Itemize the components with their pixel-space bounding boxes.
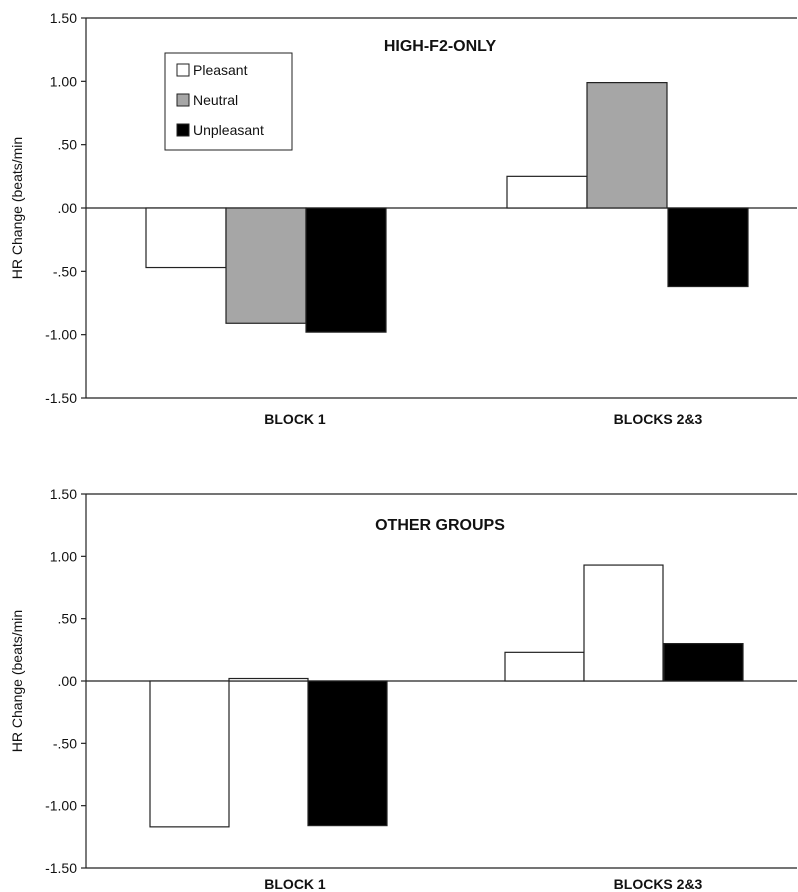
legend-swatch-unpleasant — [176, 123, 190, 137]
x-category-label: BLOCK 1 — [264, 411, 326, 427]
y-axis-label: HR Change (beats/min — [9, 610, 25, 752]
y-tick-label: -1.00 — [45, 327, 77, 343]
bar-neutral-1 — [228, 677, 309, 682]
bar-pleasant-2 — [506, 175, 588, 209]
bar-pleasant-2 — [504, 651, 585, 682]
legend-swatch-pleasant — [176, 63, 190, 77]
y-tick-label: .50 — [58, 137, 78, 153]
bar-neutral-2 — [583, 564, 664, 682]
x-category-label: BLOCKS 2&3 — [614, 411, 703, 427]
y-tick-label: .00 — [58, 200, 78, 216]
bar-pleasant-1 — [149, 680, 230, 828]
bar-unpleasant-1 — [307, 680, 388, 827]
y-tick-label: -1.50 — [45, 860, 77, 876]
legend: Pleasant Neutral Unpleasant — [164, 52, 293, 151]
x-category-label: BLOCK 1 — [264, 876, 326, 892]
chart-title: HIGH-F2-ONLY — [384, 38, 497, 55]
y-tick-label: 1.50 — [50, 10, 77, 26]
bar-unpleasant-1 — [305, 207, 387, 333]
y-tick-label: -.50 — [53, 735, 77, 751]
chart-title: OTHER GROUPS — [375, 517, 505, 534]
bar-neutral-2 — [586, 81, 668, 209]
y-tick-label: -1.50 — [45, 390, 77, 406]
chart-panel-1: 1.50 1.00 .50 .00 -.50 -1.00 -1.50 BLOCK 1 BLOCK… — [9, 10, 797, 427]
bar-unpleasant-2 — [667, 207, 749, 288]
bar-pleasant-1 — [145, 207, 227, 269]
y-tick-label: .00 — [58, 673, 78, 689]
chart-panel-2: 1.50 1.00 .50 .00 -.50 -1.00 -1.50 BLOCK 1 BLOCK… — [9, 486, 797, 892]
legend-label: Pleasant — [193, 62, 248, 78]
legend-swatch-neutral — [176, 93, 190, 107]
y-tick-label: 1.00 — [50, 73, 77, 89]
y-tick-label: 1.00 — [50, 548, 77, 564]
y-tick-label: .50 — [58, 611, 78, 627]
x-category-label: BLOCKS 2&3 — [614, 876, 703, 892]
legend-label: Unpleasant — [193, 122, 264, 138]
bar-neutral-1 — [225, 207, 307, 324]
y-tick-label: 1.50 — [50, 486, 77, 502]
y-tick-label: -1.00 — [45, 798, 77, 814]
bar-unpleasant-2 — [663, 642, 744, 682]
y-tick-label: -.50 — [53, 263, 77, 279]
y-axis-label: HR Change (beats/min — [9, 137, 25, 279]
legend-label: Neutral — [193, 92, 238, 108]
